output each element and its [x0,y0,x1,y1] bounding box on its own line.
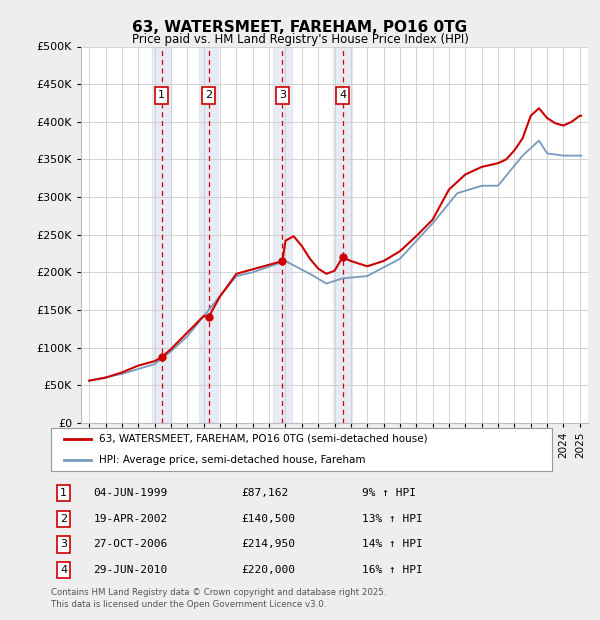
Text: Contains HM Land Registry data © Crown copyright and database right 2025.: Contains HM Land Registry data © Crown c… [51,588,386,597]
Bar [272,46,292,423]
Text: 3: 3 [279,91,286,100]
Text: 2: 2 [205,91,212,100]
Text: 2: 2 [60,514,67,524]
Text: £87,162: £87,162 [241,488,289,498]
Text: 13% ↑ HPI: 13% ↑ HPI [362,514,422,524]
Text: £214,950: £214,950 [241,539,295,549]
Text: 63, WATERSMEET, FAREHAM, PO16 0TG (semi-detached house): 63, WATERSMEET, FAREHAM, PO16 0TG (semi-… [98,433,427,444]
Text: £140,500: £140,500 [241,514,295,524]
Text: 04-JUN-1999: 04-JUN-1999 [94,488,168,498]
Text: £220,000: £220,000 [241,565,295,575]
Text: 4: 4 [339,91,346,100]
Text: 1: 1 [158,91,165,100]
Bar [333,46,352,423]
Bar [199,46,218,423]
Text: 19-APR-2002: 19-APR-2002 [94,514,168,524]
Text: 63, WATERSMEET, FAREHAM, PO16 0TG: 63, WATERSMEET, FAREHAM, PO16 0TG [133,20,467,35]
Text: 1: 1 [60,488,67,498]
Text: 14% ↑ HPI: 14% ↑ HPI [362,539,422,549]
Text: Price paid vs. HM Land Registry's House Price Index (HPI): Price paid vs. HM Land Registry's House … [131,33,469,46]
Text: 3: 3 [60,539,67,549]
Text: 27-OCT-2006: 27-OCT-2006 [94,539,168,549]
Bar [152,46,172,423]
Text: This data is licensed under the Open Government Licence v3.0.: This data is licensed under the Open Gov… [51,600,326,609]
Text: 9% ↑ HPI: 9% ↑ HPI [362,488,416,498]
Text: 29-JUN-2010: 29-JUN-2010 [94,565,168,575]
Text: HPI: Average price, semi-detached house, Fareham: HPI: Average price, semi-detached house,… [98,455,365,466]
Text: 4: 4 [60,565,67,575]
Text: 16% ↑ HPI: 16% ↑ HPI [362,565,422,575]
